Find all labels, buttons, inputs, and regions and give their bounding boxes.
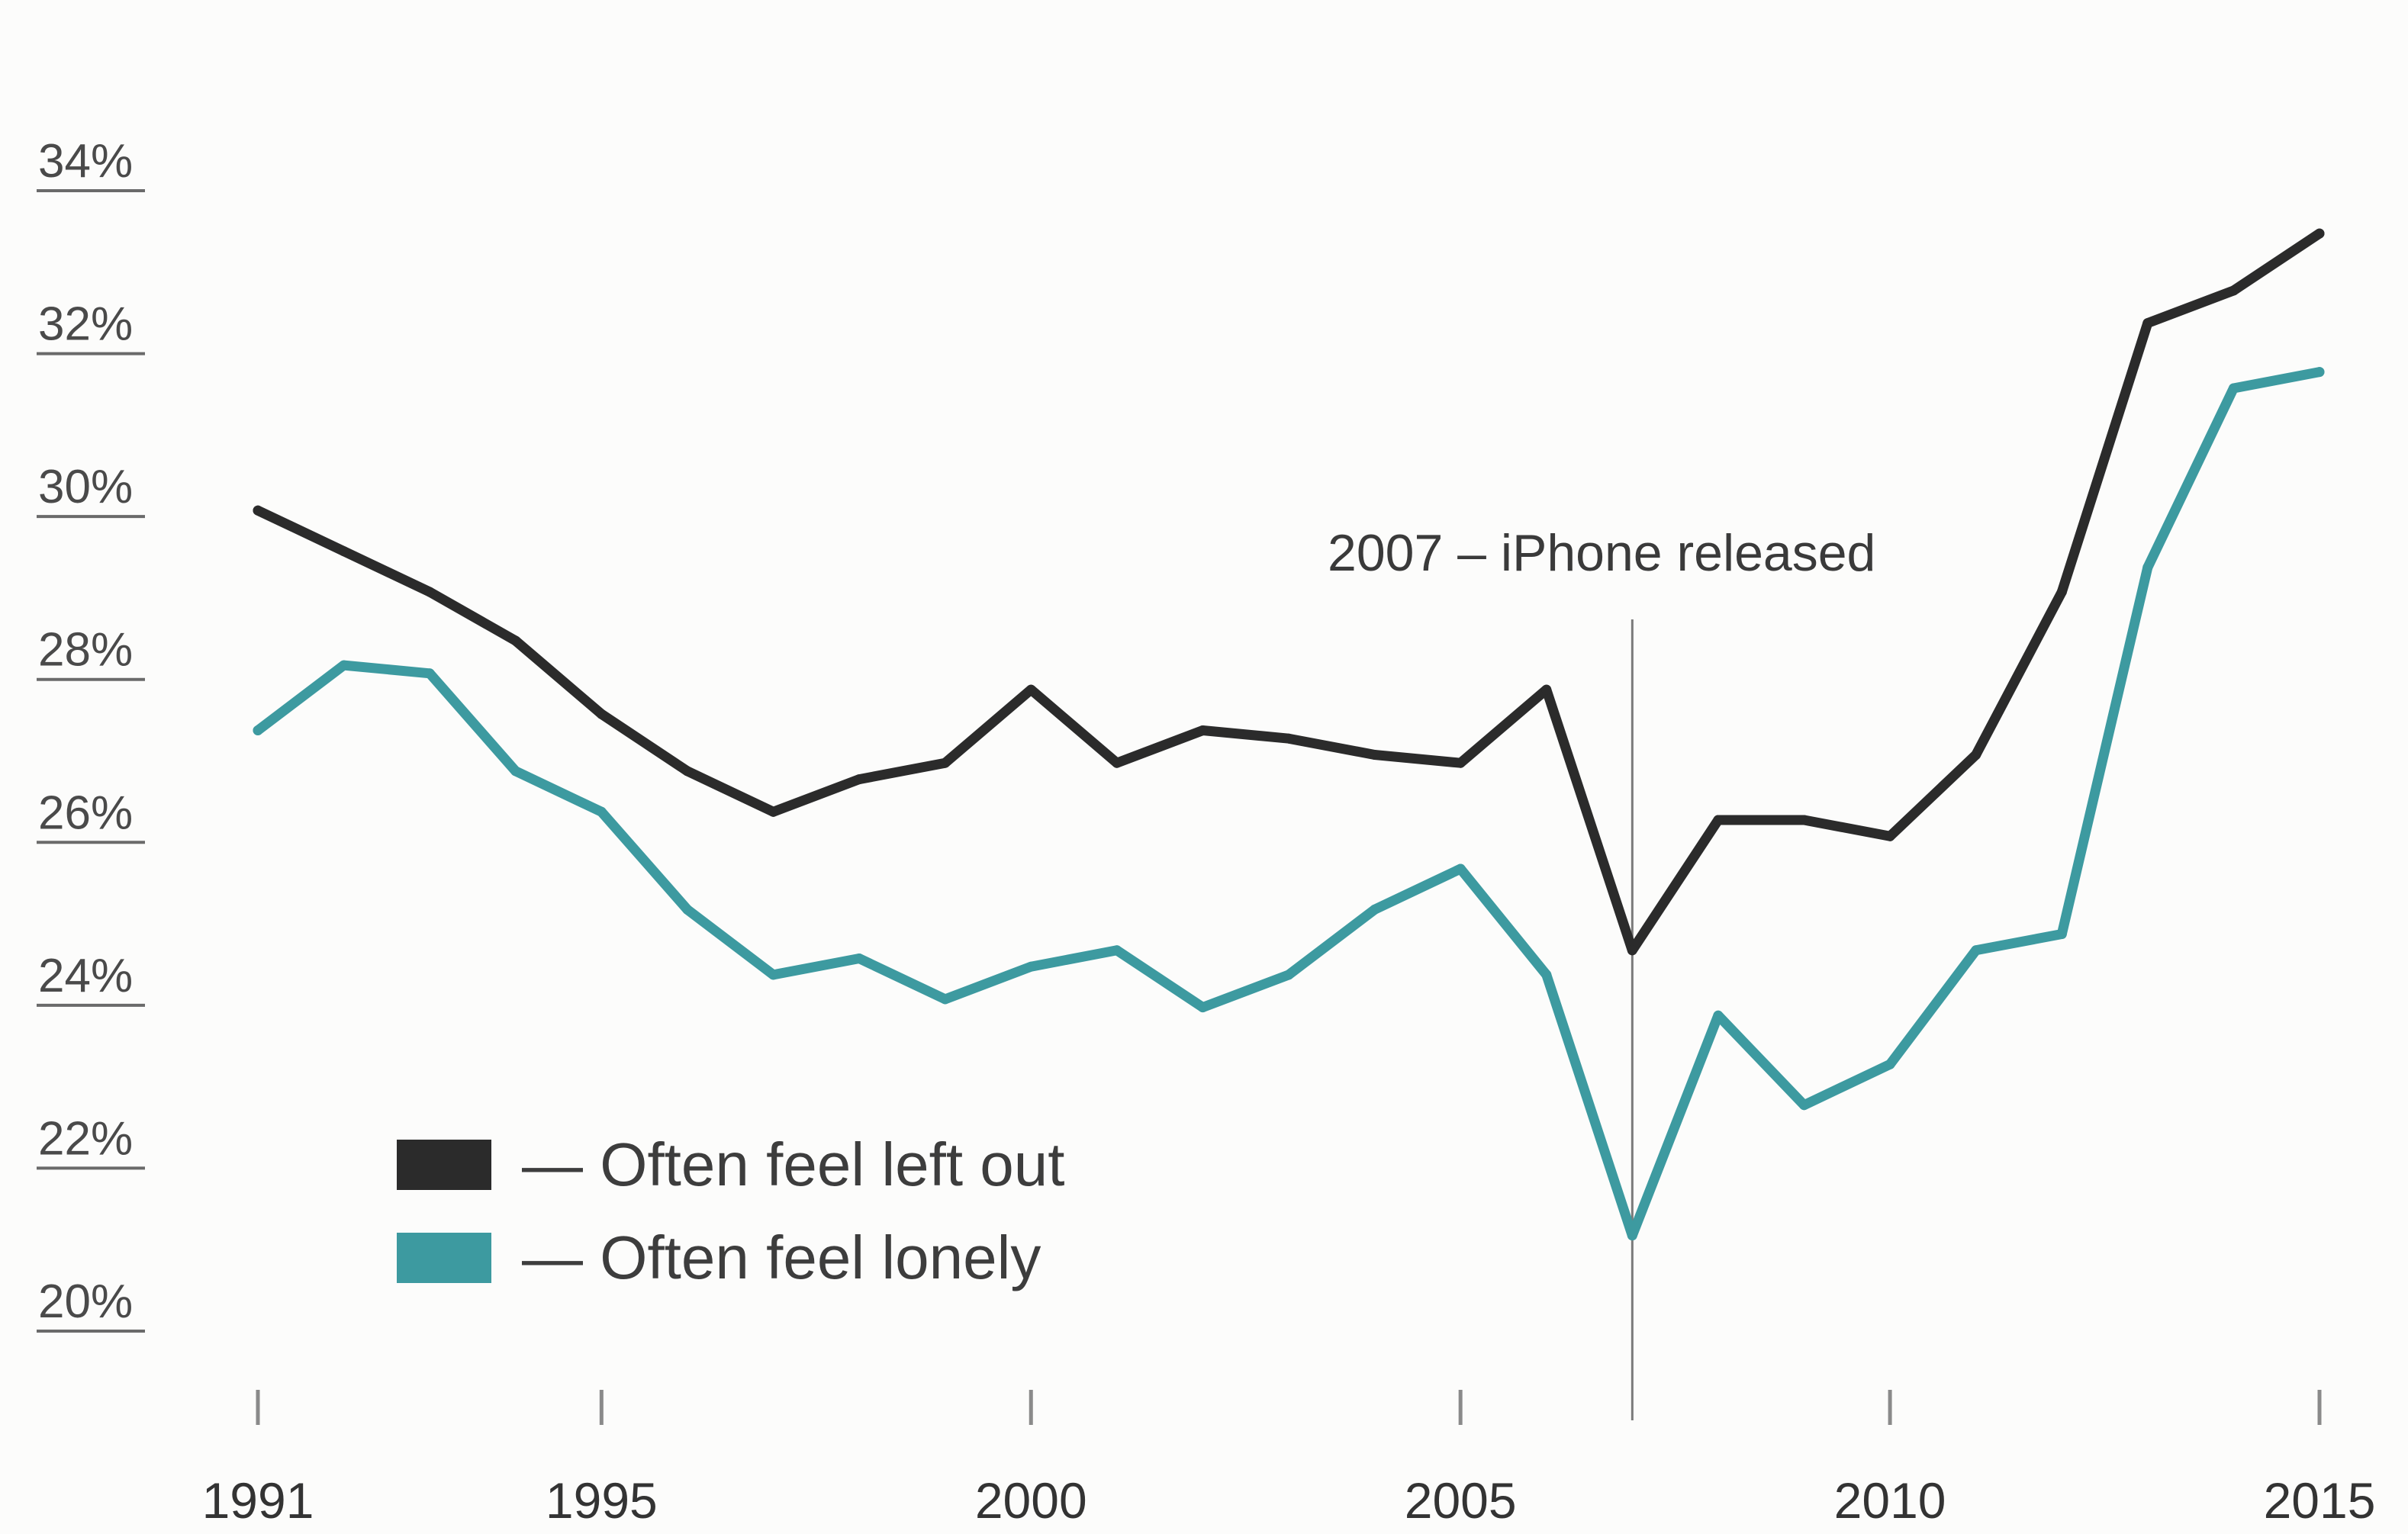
data-point-left-out	[1455, 757, 1466, 768]
y-tick-label: 32%	[38, 298, 133, 351]
legend-swatch	[397, 1140, 491, 1190]
data-point-left-out	[1541, 684, 1552, 695]
data-point-lonely	[682, 904, 693, 915]
data-point-lonely	[1283, 970, 1294, 980]
x-tick-label: 1995	[546, 1472, 658, 1529]
data-point-lonely	[1971, 945, 1981, 956]
data-point-lonely	[1455, 863, 1466, 874]
y-axis: 20% 22% 24% 26% 28% 30% 32% 34%	[37, 135, 145, 1333]
legend-label: — Often feel lonely	[522, 1224, 1041, 1291]
data-point-lonely	[1799, 1100, 1809, 1111]
series-layer	[253, 228, 2325, 1241]
x-tick-label: 2015	[2264, 1472, 2376, 1529]
data-point-lonely	[424, 668, 435, 679]
data-point-left-out	[1971, 750, 1981, 760]
data-point-lonely	[1713, 1010, 1724, 1021]
data-point-left-out	[854, 774, 864, 785]
y-tick-label: 28%	[38, 624, 133, 677]
data-point-lonely	[510, 766, 521, 777]
data-point-left-out	[596, 709, 607, 719]
data-point-left-out	[1885, 831, 1895, 841]
data-point-lonely	[940, 994, 951, 1005]
data-point-lonely	[768, 970, 778, 980]
data-point-left-out	[339, 546, 349, 557]
data-point-left-out	[1370, 750, 1380, 760]
data-point-left-out	[2314, 228, 2325, 239]
data-point-lonely	[2142, 562, 2153, 573]
annotation-label: 2007 – iPhone released	[1328, 524, 1875, 582]
data-point-lonely	[854, 954, 864, 963]
data-point-left-out	[2228, 285, 2239, 296]
legend: — Often feel left out — Often feel lonely	[397, 1130, 1064, 1291]
data-point-left-out	[682, 766, 693, 777]
data-point-left-out	[940, 757, 951, 768]
legend-label: — Often feel left out	[522, 1130, 1064, 1198]
y-tick-label: 30%	[38, 461, 133, 513]
data-point-left-out	[1713, 815, 1724, 825]
data-point-lonely	[1627, 1230, 1637, 1241]
series-line-left-out	[253, 228, 2325, 956]
data-point-lonely	[2314, 367, 2325, 378]
x-tick-label: 2005	[1405, 1472, 1517, 1529]
data-point-lonely	[1112, 945, 1122, 956]
data-point-left-out	[1627, 945, 1637, 956]
data-point-lonely	[596, 806, 607, 817]
data-point-left-out	[1025, 684, 1036, 695]
data-point-left-out	[1799, 815, 1809, 825]
y-tick-label: 20%	[38, 1275, 133, 1328]
data-point-left-out	[2142, 318, 2153, 329]
data-point-lonely	[1370, 904, 1380, 915]
y-tick-label: 34%	[38, 135, 133, 188]
data-point-lonely	[253, 725, 263, 735]
data-point-left-out	[1112, 757, 1122, 768]
data-point-lonely	[2228, 383, 2239, 394]
x-axis: 1991 1995 2000 2005 2010 2015	[202, 1390, 2376, 1529]
data-point-left-out	[510, 635, 521, 646]
y-tick-label: 22%	[38, 1112, 133, 1165]
data-point-left-out	[424, 587, 435, 597]
data-point-left-out	[768, 806, 778, 817]
data-point-left-out	[1197, 725, 1208, 735]
y-tick-label: 26%	[38, 786, 133, 839]
data-point-lonely	[2056, 929, 2067, 939]
data-point-lonely	[1885, 1059, 1895, 1069]
data-point-lonely	[339, 660, 349, 671]
y-tick-label: 24%	[38, 950, 133, 1002]
data-point-lonely	[1541, 970, 1552, 980]
x-tick-label: 1991	[202, 1472, 314, 1529]
series-line-lonely	[253, 367, 2325, 1241]
data-point-lonely	[1197, 1002, 1208, 1013]
legend-swatch	[397, 1233, 491, 1283]
data-point-left-out	[2056, 587, 2067, 597]
x-tick-label: 2000	[975, 1472, 1087, 1529]
data-point-left-out	[253, 505, 263, 516]
data-point-lonely	[1025, 961, 1036, 972]
data-point-left-out	[1283, 733, 1294, 744]
annotation-group: 2007 – iPhone released	[1328, 524, 1875, 1420]
x-tick-label: 2010	[1834, 1472, 1946, 1529]
